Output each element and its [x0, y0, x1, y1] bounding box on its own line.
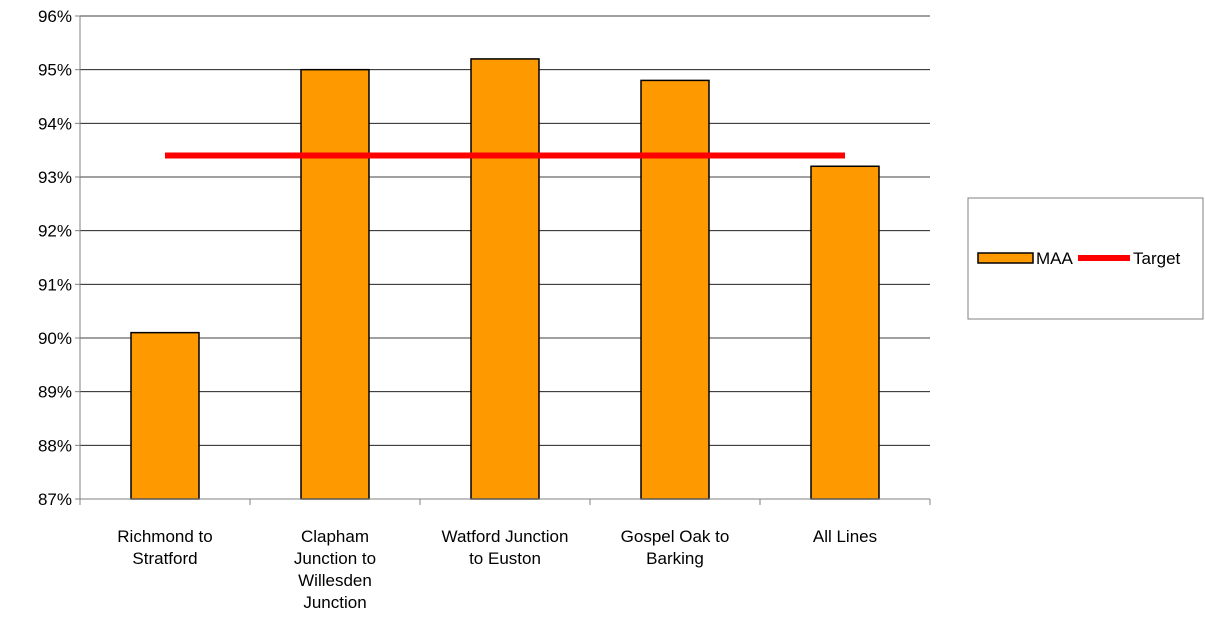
x-tick-label-line: Junction	[303, 593, 366, 612]
y-tick-label: 88%	[38, 436, 72, 455]
bar-maa	[300, 68, 370, 500]
y-tick-label: 90%	[38, 329, 72, 348]
bar-maa	[810, 165, 880, 500]
x-tick-label-line: Gospel Oak to	[621, 527, 730, 546]
y-tick-label: 91%	[38, 275, 72, 294]
axes	[79, 16, 930, 500]
legend-label-maa: MAA	[1036, 249, 1074, 268]
x-tick-label-line: Stratford	[132, 549, 197, 568]
legend: MAA Target	[967, 197, 1204, 320]
x-tick-label-line: to Euston	[469, 549, 541, 568]
x-tick-label-line: Junction to	[294, 549, 376, 568]
bars	[130, 58, 880, 500]
bar-maa	[130, 331, 200, 500]
y-tick-label: 94%	[38, 114, 72, 133]
y-tick-label: 93%	[38, 168, 72, 187]
x-tick-label: All Lines	[813, 527, 877, 546]
x-tick-label-line: Clapham	[301, 527, 369, 546]
bar-maa	[640, 79, 710, 500]
legend-swatch-maa	[977, 252, 1034, 264]
y-tick-label: 95%	[38, 61, 72, 80]
x-tick-label-line: All Lines	[813, 527, 877, 546]
y-tick-labels: 87% 88% 89% 90% 91% 92% 93% 94% 95% 96%	[38, 7, 72, 509]
x-tick-label: Richmond to Stratford	[117, 527, 212, 568]
y-tick-label: 87%	[38, 490, 72, 509]
x-tick-labels: Richmond to Stratford Clapham Junction to Wi…	[117, 527, 877, 612]
x-tick-label: Gospel Oak to Barking	[621, 527, 730, 568]
x-tick-label-line: Barking	[646, 549, 704, 568]
y-tick-label: 96%	[38, 7, 72, 26]
x-tick-label-line: Richmond to	[117, 527, 212, 546]
legend-label-target: Target	[1133, 249, 1181, 268]
x-tick-label-line: Willesden	[298, 571, 372, 590]
y-tick-label: 89%	[38, 383, 72, 402]
x-tick-label: Clapham Junction to Willesden Junction	[294, 527, 376, 612]
y-tick-label: 92%	[38, 222, 72, 241]
x-tick-label: Watford Junction to Euston	[442, 527, 569, 568]
x-tick-label-line: Watford Junction	[442, 527, 569, 546]
bar-maa	[470, 58, 540, 500]
